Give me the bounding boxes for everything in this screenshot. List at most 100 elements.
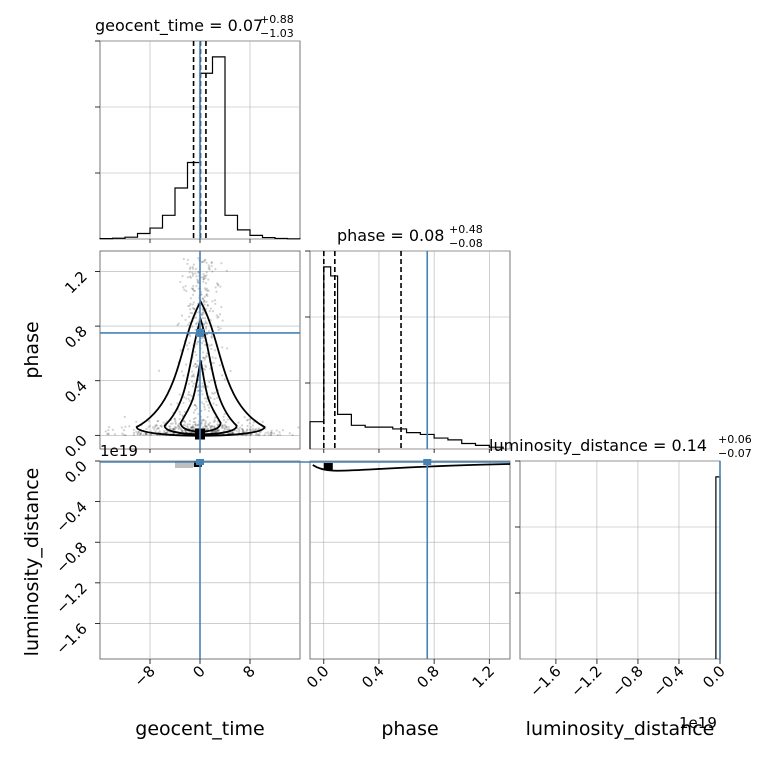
sample-point [183, 419, 186, 423]
sample-point [215, 282, 219, 285]
sample-point [225, 425, 228, 429]
sample-point [196, 385, 199, 389]
sample-point [225, 347, 229, 350]
sample-point [241, 428, 244, 431]
sample-point [195, 284, 198, 288]
sample-point [201, 260, 204, 263]
sample-point [132, 433, 136, 436]
sample-point [215, 404, 218, 407]
sample-point [206, 289, 209, 292]
sample-point [190, 427, 193, 430]
sample-point [210, 347, 213, 351]
sample-point [216, 429, 219, 432]
sample-point [246, 424, 249, 428]
sample-point [223, 426, 226, 429]
sample-point [186, 258, 190, 262]
sample-point [223, 428, 226, 431]
sample-point [107, 429, 110, 432]
sample-point [178, 410, 181, 413]
sample-point [197, 281, 200, 284]
sample-point [202, 323, 206, 326]
sample-point [178, 393, 181, 396]
sample-point [189, 426, 193, 429]
sample-point [181, 274, 184, 278]
sample-point [172, 428, 175, 431]
sample-point [206, 403, 210, 407]
sample-point [213, 299, 217, 302]
sample-point [188, 423, 191, 426]
sample-point [203, 287, 207, 290]
sample-point [205, 307, 208, 310]
sample-point [207, 409, 210, 413]
sample-point [242, 428, 245, 431]
sample-point [204, 420, 207, 423]
sample-point [201, 418, 204, 421]
sample-point [154, 430, 157, 433]
sample-point [200, 401, 204, 404]
sample-point [207, 278, 210, 281]
sample-point [215, 429, 218, 432]
sample-point [197, 311, 200, 314]
sample-point [190, 375, 193, 378]
samples-phase-vs-geocent-time [104, 257, 300, 440]
sample-point [148, 433, 151, 436]
sample-point [183, 396, 186, 399]
sample-point [197, 270, 200, 273]
sample-point [279, 433, 282, 436]
sample-point [201, 360, 204, 363]
sample-point [257, 427, 261, 430]
sample-point [191, 266, 194, 269]
sample-point [211, 270, 214, 273]
sample-point [121, 432, 124, 435]
sample-point [194, 416, 197, 420]
sample-point [189, 266, 192, 269]
sample-point [194, 424, 197, 427]
sample-point [213, 420, 216, 423]
sample-point [222, 415, 225, 418]
sample-point [200, 293, 203, 296]
sample-point [135, 430, 138, 434]
sample-point [221, 374, 224, 377]
sample-point [191, 287, 195, 290]
sample-point [201, 351, 205, 354]
sample-point [187, 323, 190, 326]
sample-point [214, 302, 217, 305]
sample-point [214, 267, 217, 271]
sample-point [205, 261, 208, 264]
sample-point [244, 434, 247, 437]
sample-point [200, 313, 204, 316]
tick-label: −1.2 [567, 662, 605, 700]
density-band [175, 461, 193, 468]
sample-point [145, 427, 148, 431]
sample-point [214, 430, 217, 433]
sample-point [205, 400, 208, 403]
sample-point [248, 418, 252, 421]
sample-point [191, 312, 194, 315]
sample-point [220, 305, 223, 309]
sample-point [177, 424, 180, 428]
sample-point [186, 425, 189, 428]
title-phase: phase = 0.08 [337, 226, 444, 245]
sample-point [194, 362, 197, 366]
sample-point [214, 357, 217, 360]
sample-point [203, 300, 206, 303]
title-luminosity-distance-plus: +0.06 [718, 433, 752, 446]
sample-point [187, 397, 190, 400]
sample-point [195, 365, 198, 368]
tick-label: −0.8 [52, 538, 90, 576]
sample-point [213, 397, 216, 401]
sample-point [291, 433, 294, 437]
sample-point [178, 417, 181, 421]
sample-point [194, 362, 197, 366]
sample-point [251, 424, 254, 427]
sample-point [201, 297, 204, 301]
sample-point [206, 333, 209, 336]
sample-point [190, 287, 193, 290]
sample-point [176, 402, 179, 405]
tick-marks [95, 40, 721, 664]
sample-point [188, 304, 191, 307]
sample-point [235, 429, 238, 433]
sample-point [139, 432, 143, 435]
sample-point [196, 364, 199, 367]
sample-point [189, 276, 192, 279]
